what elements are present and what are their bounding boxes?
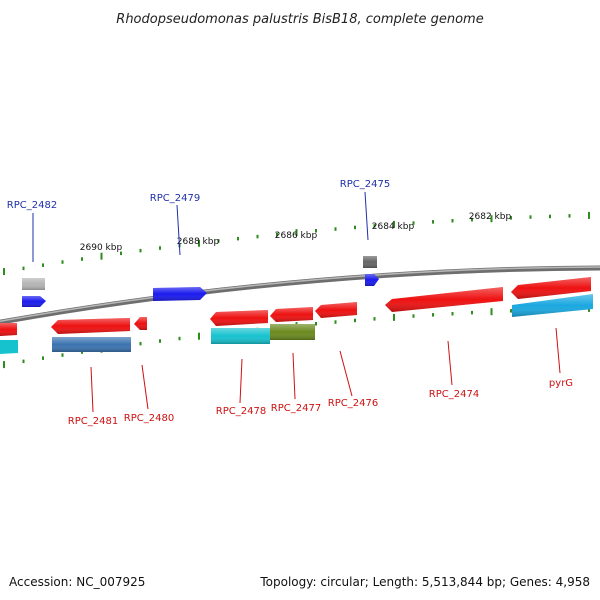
gene-label-rpc-2475[interactable]: RPC_2475	[340, 179, 390, 190]
gene-label-rpc-2480[interactable]: RPC_2480	[124, 413, 174, 424]
genome-backbone	[0, 265, 600, 325]
feature-left-edge[interactable]	[0, 340, 18, 354]
accession-text: Accession: NC_007925	[9, 575, 145, 589]
genome-backbone-highlight	[0, 266, 600, 322]
kbp-label-2684: 2684 kbp	[372, 222, 415, 232]
gene-label-rpc-2481[interactable]: RPC_2481	[68, 416, 118, 427]
kbp-label-2690: 2690 kbp	[80, 243, 123, 253]
kbp-label-2688: 2688 kbp	[177, 237, 220, 247]
gene-label-pyrg[interactable]: pyrG	[549, 378, 573, 389]
forward-genes	[22, 256, 379, 307]
gene-label-rpc-2482[interactable]: RPC_2482	[7, 200, 57, 211]
kbp-label-2682: 2682 kbp	[469, 212, 512, 222]
gene-label-rpc-2476[interactable]: RPC_2476	[328, 398, 378, 409]
summary-text: Topology: circular; Length: 5,513,844 bp…	[259, 575, 590, 589]
gene-label-rpc-2477[interactable]: RPC_2477	[271, 403, 321, 414]
gene-label-rpc-2478[interactable]: RPC_2478	[216, 406, 266, 417]
gene-label-rpc-2474[interactable]: RPC_2474	[429, 389, 479, 400]
gene-label-rpc-2479[interactable]: RPC_2479	[150, 193, 200, 204]
kbp-label-2686: 2686 kbp	[275, 231, 318, 241]
reverse-genes	[0, 277, 593, 354]
genome-title: Rhodopseudomonas palustris BisB18, compl…	[116, 12, 483, 27]
callout-lines	[32, 191, 561, 413]
tick-row-forward	[3, 211, 590, 276]
